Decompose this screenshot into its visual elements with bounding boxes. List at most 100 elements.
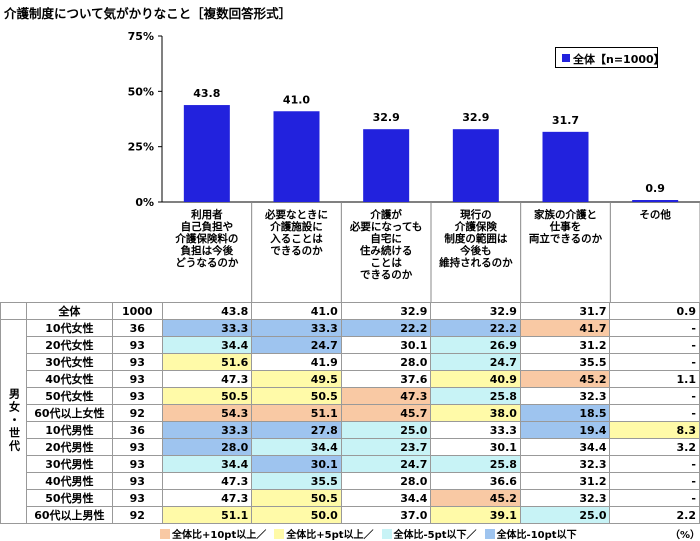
y-tick-label: 50% (128, 85, 154, 98)
row-label: 30代女性 (25, 353, 113, 371)
table-row: 40代女性 93 47.3 49.5 37.6 40.9 45.2 1.1 (1, 370, 700, 388)
value-cell: 34.4 (161, 455, 253, 473)
color-key-label: 全体比-10pt以下 (496, 530, 577, 541)
row-n: 93 (111, 353, 163, 371)
y-tick-label: 25% (128, 141, 154, 154)
color-key-item: 全体比+5pt以上／ (274, 526, 374, 541)
value-cell: 35.5 (519, 353, 611, 371)
row-label: 60代以上女性 (25, 404, 113, 422)
group-label-cell: 男女・世代 (0, 319, 27, 524)
value-cell: 33.3 (430, 421, 521, 439)
row-label: 10代男性 (25, 421, 113, 439)
value-cell: - (609, 353, 700, 371)
row-n: 92 (111, 506, 163, 524)
color-key-label: 全体比+5pt以上／ (286, 530, 374, 541)
value-cell: 34.4 (251, 438, 342, 456)
row-label: 40代女性 (25, 370, 113, 388)
color-key-swatch (381, 529, 392, 539)
value-cell: 18.5 (519, 404, 611, 422)
table-row: 50代男性 93 47.3 50.5 34.4 45.2 32.3- (1, 489, 700, 507)
color-key-swatch (160, 529, 170, 539)
color-key-item: 全体比+10pt以上／ (160, 526, 266, 541)
row-label: 10代女性 (25, 319, 113, 337)
value-cell: 27.8 (251, 421, 342, 439)
value-cell: 25.0 (519, 506, 611, 524)
value-cell: 37.6 (340, 370, 432, 388)
table-row: 40代男性 93 47.3 35.5 28.0 36.6 31.2- (1, 472, 700, 490)
value-cell: 47.3 (340, 387, 432, 405)
value-cell: - (609, 472, 700, 490)
value-cell: 36.6 (430, 472, 521, 490)
value-cell: 32.9 (430, 302, 521, 320)
value-cell: 37.0 (340, 506, 432, 524)
row-n: 36 (111, 421, 163, 439)
value-cell: 47.3 (161, 370, 253, 388)
category-label: 利用者 自己負担や 介護保険料の 負担は今後 どうなるのか (175, 209, 239, 269)
value-cell: 26.9 (430, 336, 521, 354)
legend: 全体【n=1000】 (555, 47, 665, 68)
value-cell: 35.5 (251, 472, 342, 490)
row-label: 60代以上男性 (25, 506, 113, 524)
value-cell: 32.3 (519, 387, 611, 405)
value-cell: 34.4 (340, 489, 432, 507)
row-n: 93 (111, 387, 163, 405)
value-cell: 19.4 (519, 421, 611, 439)
value-cell: 49.5 (251, 370, 342, 388)
value-cell: 33.3 (161, 319, 253, 337)
value-cell: 30.1 (430, 438, 521, 456)
table-row: 50代女性 93 50.5 50.5 47.3 25.8 32.3- (1, 387, 700, 405)
color-key-item: 全体比-10pt以下 (484, 526, 577, 541)
value-cell: 38.0 (430, 404, 521, 422)
blank-cell (0, 302, 27, 320)
bar-value-label: 32.9 (373, 111, 400, 124)
table-row: 20代女性 93 34.4 24.7 30.1 26.9 31.2- (1, 336, 700, 354)
category-label: 家族の介護と 仕事を 両立できるのか (528, 209, 603, 245)
row-label: 50代女性 (25, 387, 113, 405)
value-cell: 50.5 (161, 387, 253, 405)
row-n: 93 (111, 438, 163, 456)
value-cell: - (609, 489, 700, 507)
value-cell: 43.8 (161, 302, 253, 320)
bar (273, 111, 320, 202)
value-cell: 31.2 (519, 472, 611, 490)
value-cell: 47.3 (161, 489, 253, 507)
row-label: 20代男性 (25, 438, 113, 456)
value-cell: 24.7 (340, 455, 432, 473)
row-n: 93 (111, 489, 163, 507)
value-cell: - (609, 319, 700, 337)
value-cell: 3.2 (609, 438, 700, 456)
y-tick-label: 0% (135, 196, 154, 209)
color-key-swatch (274, 529, 285, 539)
value-cell: 50.5 (251, 489, 342, 507)
value-cell: 34.4 (161, 336, 253, 354)
color-key: 全体比+10pt以上／ 全体比+5pt以上／ 全体比-5pt以下／ 全体比-10pt以… (160, 526, 585, 541)
table-row: 60代以上女性 92 54.3 51.1 45.7 38.0 18.5- (1, 404, 700, 422)
value-cell: 47.3 (161, 472, 253, 490)
row-label: 40代男性 (25, 472, 113, 490)
value-cell: 0.9 (609, 302, 700, 320)
value-cell: 41.9 (251, 353, 342, 371)
value-cell: 41.0 (251, 302, 342, 320)
row-label: 20代女性 (25, 336, 113, 354)
category-label: 必要なときに 介護施設に 入ることは できるのか (264, 209, 328, 257)
value-cell: 40.9 (430, 370, 521, 388)
value-cell: 45.7 (340, 404, 432, 422)
value-cell: 28.0 (161, 438, 253, 456)
value-cell: - (609, 387, 700, 405)
row-n: 36 (111, 319, 163, 337)
bar (452, 129, 499, 202)
value-cell: 50.5 (251, 387, 342, 405)
row-n: 93 (111, 455, 163, 473)
value-cell: 25.8 (430, 455, 521, 473)
bar-value-label: 41.0 (283, 93, 310, 106)
value-cell: 41.7 (519, 319, 611, 337)
bar (542, 131, 589, 202)
legend-swatch (562, 54, 570, 62)
color-key-item: 全体比-5pt以下／ (381, 526, 477, 541)
value-cell: 31.7 (519, 302, 611, 320)
value-cell: 30.1 (251, 455, 342, 473)
bar (363, 129, 410, 202)
table-row: 男女・世代 10代女性 36 33.3 33.3 22.2 22.2 41.7- (0, 319, 700, 524)
value-cell: 45.2 (430, 489, 521, 507)
value-cell: 23.7 (340, 438, 432, 456)
